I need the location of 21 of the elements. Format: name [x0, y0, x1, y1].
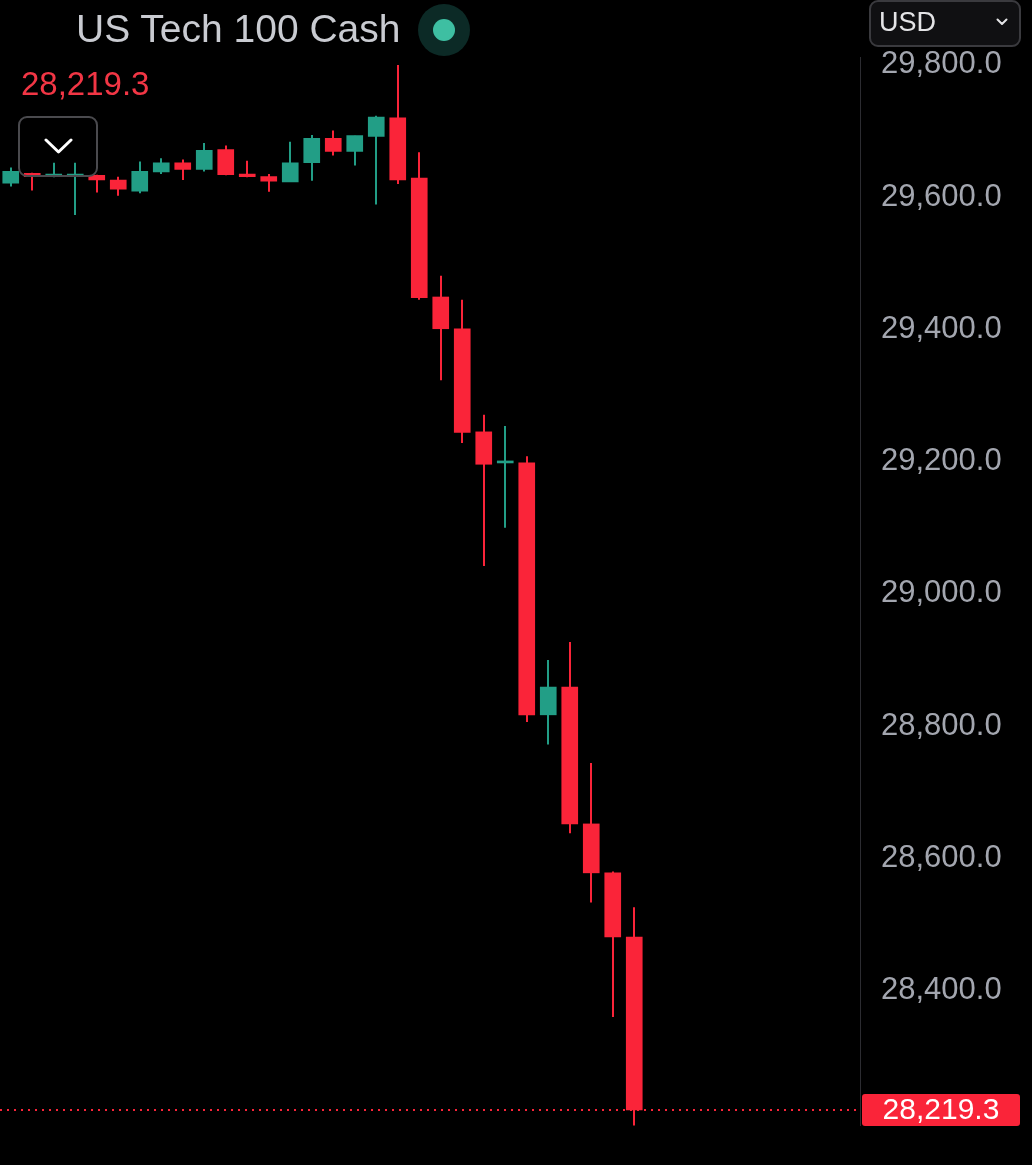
candlestick [367, 114, 385, 206]
chart-title: US Tech 100 Cash [76, 6, 401, 52]
y-tick-label: 29,000.0 [881, 574, 1002, 610]
chart-subtitle: 28,219.3 [21, 65, 150, 103]
y-tick-label: 29,600.0 [881, 177, 1002, 213]
candlestick [174, 158, 192, 181]
y-tick-label: 28,400.0 [881, 971, 1002, 1007]
candlestick [195, 141, 213, 173]
candlestick [281, 140, 299, 183]
y-tick-label: 29,400.0 [881, 309, 1002, 345]
candlestick [2, 166, 20, 188]
y-axis-title: USD [879, 6, 937, 38]
ref-line-label: 28,219.3 [882, 1092, 1000, 1126]
candlestick [109, 175, 127, 197]
candlestick [324, 129, 342, 157]
candlestick [131, 160, 149, 195]
y-tick-label: 29,200.0 [881, 442, 1002, 478]
y-tick-label: 28,600.0 [881, 838, 1002, 874]
y-tick-label: 29,800.0 [881, 45, 1002, 81]
y-tick-label: 28,800.0 [881, 706, 1002, 742]
candlestick [346, 134, 364, 167]
